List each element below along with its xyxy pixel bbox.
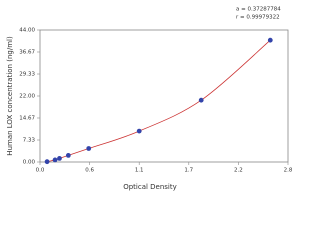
x-tick-label: 2.8: [284, 168, 293, 174]
x-tick-label: 0.6: [85, 168, 94, 174]
data-point: [198, 97, 204, 103]
data-point: [136, 128, 142, 134]
y-axis-label: Human LOX concentration (ng/ml): [6, 36, 14, 156]
y-tick-label: 0.00: [23, 160, 36, 166]
plot-frame: [39, 29, 289, 163]
y-tick-label: 7.33: [23, 138, 36, 144]
x-tick-label: 1.1: [135, 168, 144, 174]
x-tick-label: 2.2: [234, 168, 243, 174]
y-tick-label: 14.67: [19, 115, 35, 121]
data-point: [57, 156, 62, 161]
y-tick-label: 44.00: [19, 28, 35, 34]
data-point: [267, 37, 273, 43]
data-point: [44, 159, 50, 165]
chart: Optical Density Human LOX concentration …: [6, 7, 293, 192]
annotation: r = 0.99979322: [236, 15, 280, 21]
x-tick-label: 1.7: [184, 168, 193, 174]
y-tick-label: 22.00: [19, 94, 35, 100]
data-point: [86, 146, 92, 151]
y-tick-label: 36.67: [19, 49, 35, 55]
x-tick-label: 0.0: [36, 168, 45, 174]
data-point: [65, 153, 71, 158]
data-point: [52, 157, 58, 163]
annotation: a = 0.37287784: [236, 7, 281, 13]
page: {"chart_data": {"type": "scatter", "x_la…: [6, 6, 293, 192]
y-tick-label: 29.33: [19, 72, 35, 78]
x-axis-label: Optical Density: [123, 183, 177, 191]
